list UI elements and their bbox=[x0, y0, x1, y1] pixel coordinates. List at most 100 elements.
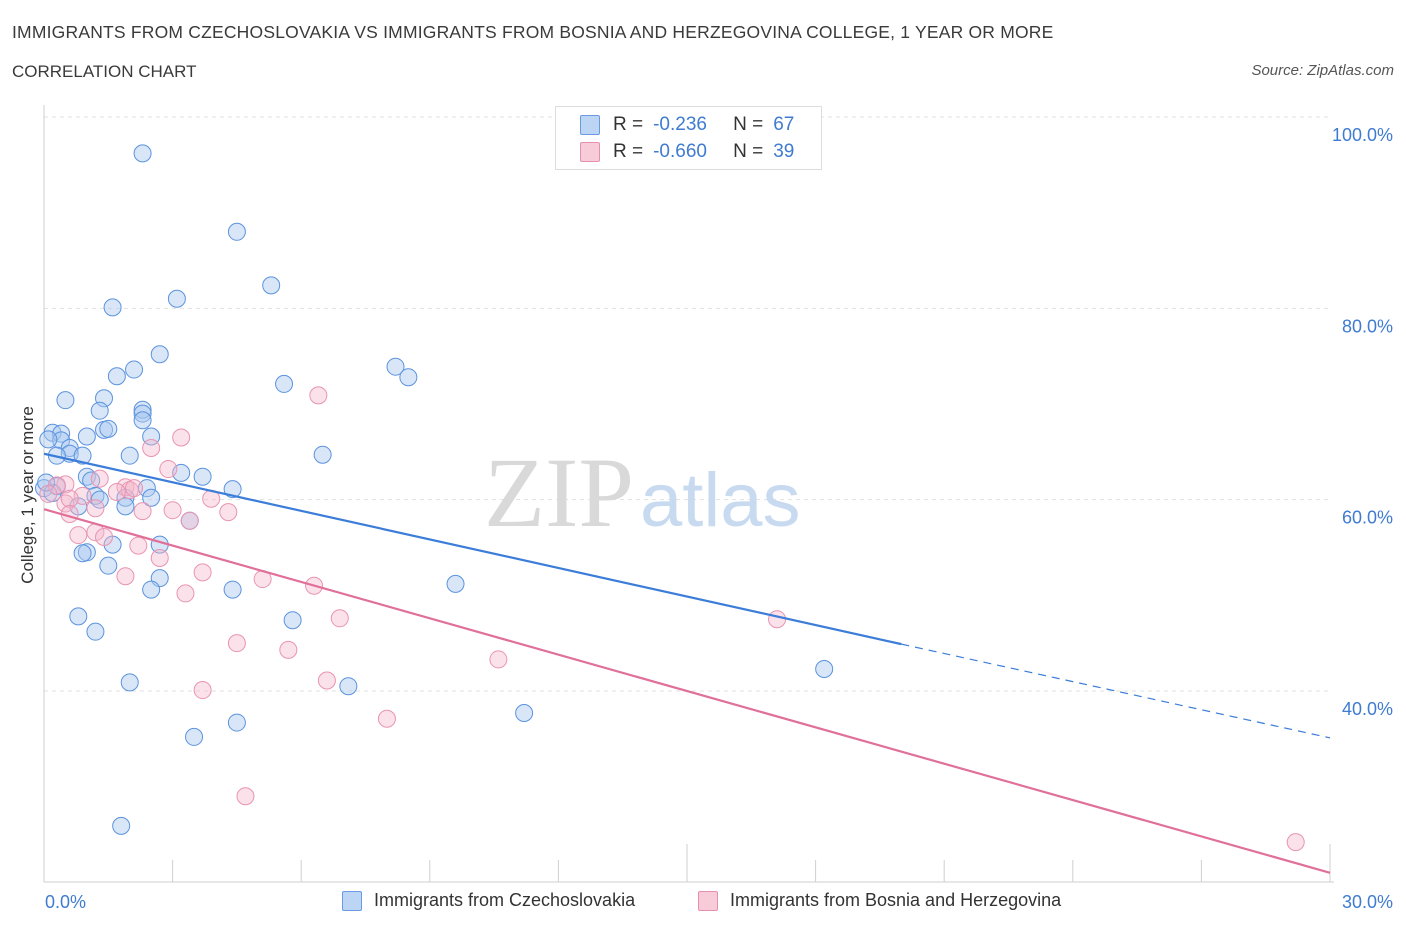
trend-line-czechoslovakia bbox=[43, 452, 902, 646]
data-point-czechoslovakia bbox=[142, 580, 161, 599]
data-point-bosnia bbox=[330, 609, 349, 628]
data-point-czechoslovakia bbox=[125, 360, 144, 379]
data-point-czechoslovakia bbox=[283, 611, 302, 630]
data-point-bosnia bbox=[219, 503, 238, 522]
data-point-czechoslovakia bbox=[223, 480, 242, 499]
legend-item-bosnia: Immigrants from Bosnia and Herzegovina bbox=[698, 890, 1061, 911]
y-tick-label: 40.0% bbox=[1342, 699, 1393, 719]
data-point-bosnia bbox=[90, 469, 109, 488]
y-tick-label: 100.0% bbox=[1332, 125, 1393, 145]
gridlines bbox=[44, 116, 1330, 692]
data-point-bosnia bbox=[39, 484, 58, 503]
x-tick-label: 0.0% bbox=[45, 892, 86, 912]
data-point-bosnia bbox=[142, 439, 161, 458]
data-point-czechoslovakia bbox=[223, 580, 242, 599]
legend-r-label: R = bbox=[613, 114, 644, 135]
data-point-bosnia bbox=[133, 502, 152, 521]
data-point-bosnia bbox=[129, 536, 148, 555]
legend-row-bosnia: R = -0.660 N = 39 bbox=[580, 140, 794, 164]
data-point-bosnia bbox=[279, 640, 298, 659]
data-point-bosnia bbox=[489, 650, 508, 669]
data-point-czechoslovakia bbox=[515, 704, 534, 723]
data-point-bosnia bbox=[163, 501, 182, 520]
data-point-bosnia bbox=[768, 610, 787, 629]
chart-title: IMMIGRANTS FROM CZECHOSLOVAKIA VS IMMIGR… bbox=[12, 22, 1054, 42]
data-point-czechoslovakia bbox=[120, 673, 139, 692]
legend-item-czechoslovakia: Immigrants from Czechoslovakia bbox=[342, 890, 635, 911]
data-point-bosnia bbox=[125, 479, 144, 498]
data-point-czechoslovakia bbox=[73, 446, 92, 465]
data-point-bosnia bbox=[159, 460, 178, 479]
watermark-zip: ZIP bbox=[484, 437, 634, 548]
legend-n-value: 67 bbox=[773, 114, 795, 135]
data-points bbox=[35, 144, 1305, 852]
data-point-czechoslovakia bbox=[339, 677, 358, 696]
data-point-bosnia bbox=[1286, 833, 1305, 852]
data-point-czechoslovakia bbox=[227, 713, 246, 732]
data-point-czechoslovakia bbox=[112, 816, 131, 835]
trend-lines bbox=[43, 452, 1331, 874]
data-point-czechoslovakia bbox=[133, 411, 152, 430]
data-point-czechoslovakia bbox=[69, 607, 88, 626]
data-point-czechoslovakia bbox=[446, 574, 465, 593]
data-point-bosnia bbox=[193, 563, 212, 582]
data-point-czechoslovakia bbox=[37, 473, 56, 492]
data-point-czechoslovakia bbox=[133, 404, 152, 423]
data-point-czechoslovakia bbox=[133, 144, 152, 163]
data-point-bosnia bbox=[150, 549, 169, 568]
data-point-czechoslovakia bbox=[39, 430, 58, 449]
data-point-bosnia bbox=[172, 428, 191, 447]
data-point-bosnia bbox=[176, 584, 195, 603]
legend-r-value: -0.660 bbox=[653, 141, 707, 162]
legend-label-czechoslovakia: Immigrants from Czechoslovakia bbox=[374, 890, 636, 910]
legend-swatch-blue bbox=[580, 115, 600, 135]
data-point-czechoslovakia bbox=[99, 556, 118, 575]
x-tick-label: 30.0% bbox=[1342, 892, 1393, 912]
data-point-bosnia bbox=[236, 787, 255, 806]
data-point-czechoslovakia bbox=[150, 345, 169, 364]
legend-r-label: R = bbox=[613, 141, 644, 162]
legend-swatch-pink bbox=[580, 142, 600, 162]
legend-row-czechoslovakia: R = -0.236 N = 67 bbox=[580, 113, 794, 137]
legend-n-label: N = bbox=[733, 141, 764, 162]
y-tick-label: 80.0% bbox=[1342, 316, 1393, 336]
data-point-bosnia bbox=[180, 511, 199, 530]
data-point-bosnia bbox=[309, 386, 328, 405]
data-point-bosnia bbox=[95, 527, 114, 546]
trend-line-czechoslovakia-extension bbox=[901, 643, 1331, 739]
data-point-czechoslovakia bbox=[77, 427, 96, 446]
legend-swatch-blue bbox=[342, 890, 362, 911]
data-point-czechoslovakia bbox=[133, 400, 152, 419]
data-point-czechoslovakia bbox=[73, 544, 92, 563]
trend-line-bosnia bbox=[43, 508, 1331, 874]
data-point-bosnia bbox=[116, 567, 135, 586]
data-point-czechoslovakia bbox=[386, 357, 405, 376]
data-point-czechoslovakia bbox=[313, 445, 332, 464]
data-point-czechoslovakia bbox=[193, 467, 212, 486]
tick-labels: 40.0% 60.0% 80.0% 100.0% 0.0% 30.0% bbox=[45, 125, 1393, 912]
data-point-bosnia bbox=[86, 499, 105, 518]
legend-n-value: 39 bbox=[773, 141, 795, 162]
data-point-czechoslovakia bbox=[185, 727, 204, 746]
correlation-legend: R = -0.236 N = 67 R = -0.660 N = 39 bbox=[555, 106, 822, 170]
data-point-czechoslovakia bbox=[90, 401, 109, 420]
data-point-czechoslovakia bbox=[227, 222, 246, 241]
data-point-bosnia bbox=[377, 709, 396, 728]
data-point-czechoslovakia bbox=[120, 446, 139, 465]
legend-label-bosnia: Immigrants from Bosnia and Herzegovina bbox=[730, 890, 1062, 910]
data-point-bosnia bbox=[193, 681, 212, 700]
data-point-czechoslovakia bbox=[103, 298, 122, 317]
legend-n-label: N = bbox=[733, 114, 764, 135]
data-point-bosnia bbox=[317, 671, 336, 690]
data-point-czechoslovakia bbox=[815, 659, 834, 678]
watermark-atlas: atlas bbox=[640, 458, 801, 543]
data-point-bosnia bbox=[69, 526, 88, 545]
data-point-czechoslovakia bbox=[90, 490, 109, 509]
data-point-czechoslovakia bbox=[99, 419, 118, 438]
source-credit: Source: ZipAtlas.com bbox=[1251, 62, 1394, 79]
chart-subtitle: CORRELATION CHART bbox=[12, 62, 197, 81]
y-tick-label: 60.0% bbox=[1342, 508, 1393, 528]
data-point-czechoslovakia bbox=[56, 391, 75, 410]
data-point-bosnia bbox=[60, 489, 79, 508]
